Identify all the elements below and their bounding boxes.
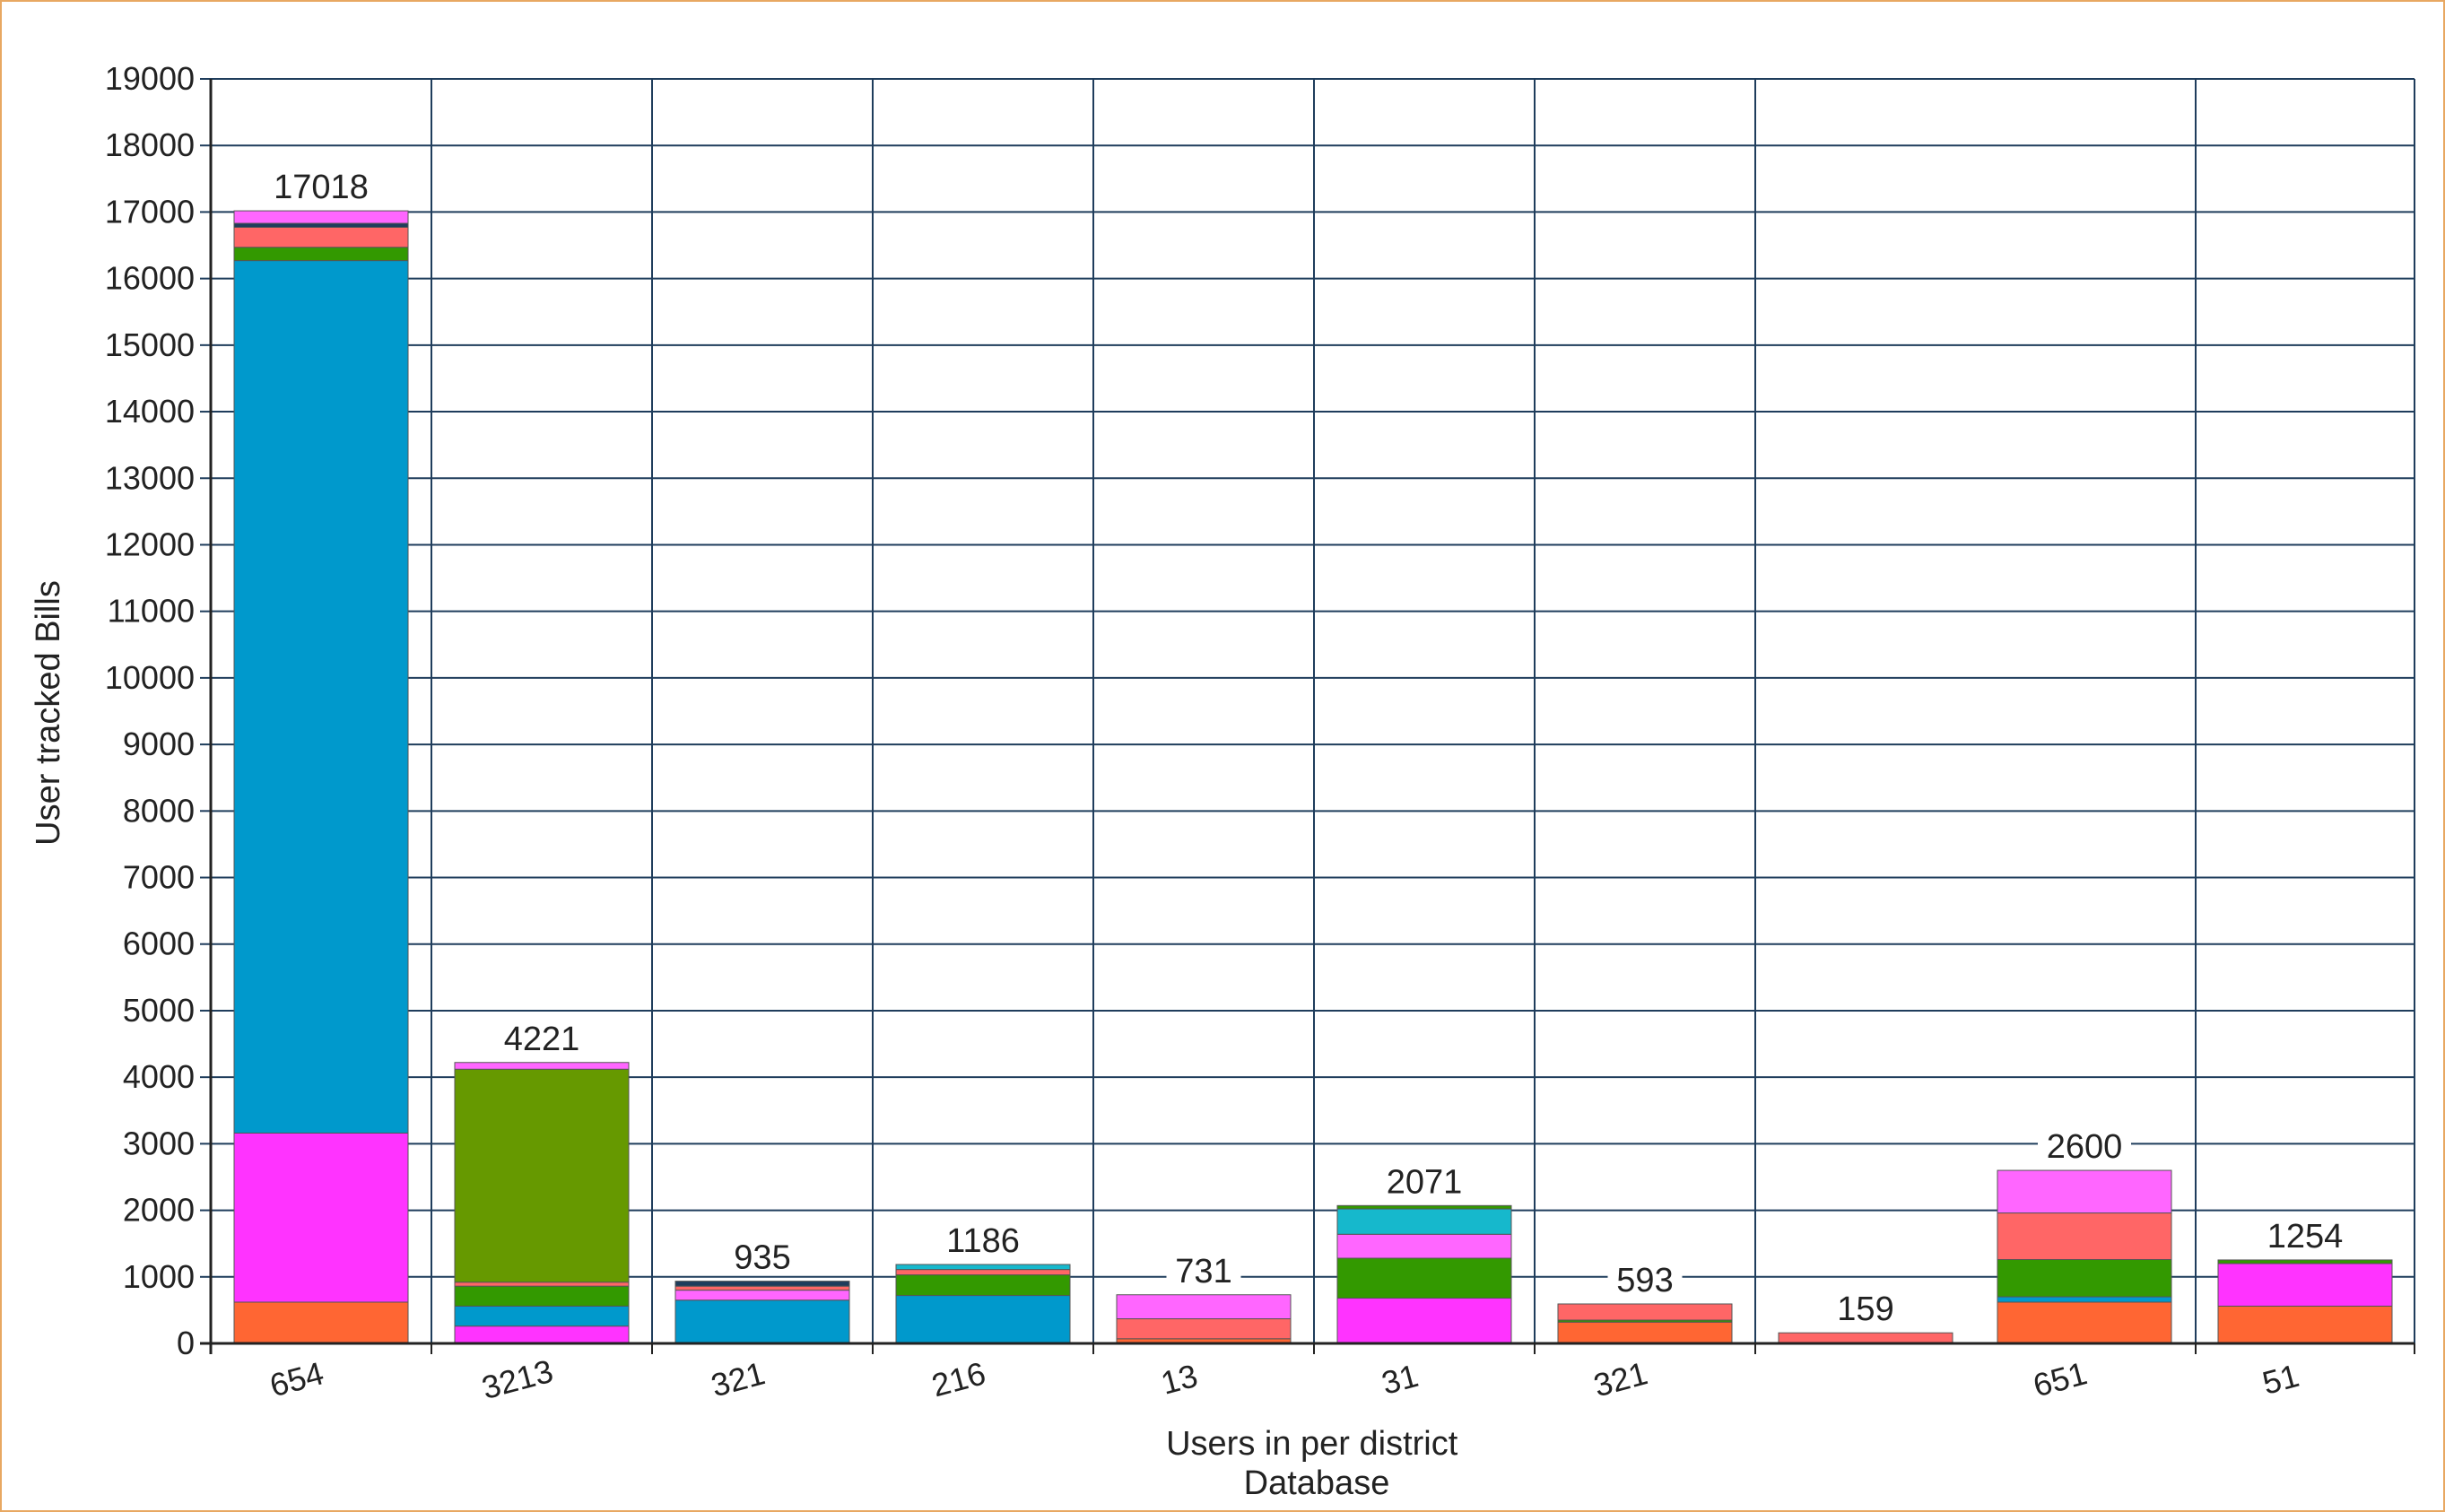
bar-segment <box>1557 1321 1733 1344</box>
y-tick-label: 13000 <box>105 459 195 496</box>
bar-segment <box>233 210 409 224</box>
total-label-bg <box>1607 1260 1683 1297</box>
axes <box>200 78 2415 1354</box>
x-tick-label: 321 <box>1589 1354 1651 1403</box>
y-tick-label: 16000 <box>105 260 195 297</box>
bar-segment <box>454 1305 630 1327</box>
bar-segment <box>1997 1296 2172 1303</box>
bar-segment <box>1997 1258 2172 1298</box>
x-axis-title-line-2: Database <box>1244 1464 1390 1502</box>
bar-segment <box>674 1299 850 1344</box>
y-axis-title: User tracked Bills <box>30 580 67 846</box>
x-axis-title: Users in per district Database <box>1166 1425 1467 1502</box>
bar-segment <box>1997 1169 2172 1214</box>
bar-segment <box>1116 1294 1292 1320</box>
bar-segment <box>2217 1263 2393 1307</box>
bar-total-label: 731 <box>1175 1253 1231 1290</box>
bar-segment <box>454 1285 630 1307</box>
x-tick-label: 31 <box>1378 1357 1422 1402</box>
bar-segment <box>233 260 409 1134</box>
y-tick-label: 12000 <box>105 526 195 562</box>
bars <box>233 210 2393 1344</box>
bar-segment <box>454 1325 630 1344</box>
x-tick-label: 651 <box>2029 1354 2091 1403</box>
y-tick-label: 8000 <box>123 792 195 829</box>
bar-segment <box>454 1282 630 1287</box>
bar-segment <box>454 1062 630 1070</box>
bar-segment <box>1336 1257 1512 1299</box>
bar-total-label: 1186 <box>946 1222 1020 1260</box>
y-tick-label: 5000 <box>123 992 195 1029</box>
y-tick-label: 17000 <box>105 193 195 230</box>
bar-segment <box>2217 1305 2393 1344</box>
bar-segment <box>1997 1301 2172 1344</box>
bar-segment <box>233 226 409 248</box>
bar-segment <box>1557 1303 1733 1321</box>
y-tick-label: 2000 <box>123 1192 195 1229</box>
total-label-bg <box>936 1221 1030 1257</box>
bar-total-label: 1254 <box>2267 1218 2344 1256</box>
bar-segment <box>895 1295 1071 1344</box>
x-tick-label: 216 <box>927 1354 989 1403</box>
y-tick-label: 14000 <box>105 393 195 430</box>
x-tick-label: 654 <box>265 1354 327 1403</box>
bar-segment <box>1336 1204 1512 1210</box>
bar-segment <box>233 1301 409 1344</box>
bar-segment <box>1116 1318 1292 1340</box>
y-tick-label: 18000 <box>105 126 195 163</box>
total-label-bg <box>2258 1216 2352 1253</box>
y-tick-label: 15000 <box>105 326 195 363</box>
bar-total-label: 4221 <box>504 1021 580 1058</box>
bar-segment <box>1336 1233 1512 1259</box>
y-tick-label: 7000 <box>123 859 195 896</box>
total-label-bg <box>495 1019 588 1056</box>
bar-total-label: 2600 <box>2047 1128 2123 1166</box>
total-label-bg <box>1828 1290 1903 1326</box>
total-label-bg <box>725 1238 800 1274</box>
bar-segment <box>895 1264 1071 1271</box>
y-tick-label: 0 <box>177 1325 195 1361</box>
y-tick-label: 11000 <box>108 593 195 630</box>
total-label-bg <box>2038 1127 2131 1164</box>
bar-segment <box>1997 1212 2172 1260</box>
bar-total-label: 935 <box>734 1239 790 1277</box>
total-label-bg <box>1378 1162 1471 1199</box>
y-tick-label: 1000 <box>123 1258 195 1295</box>
x-tick-label: 3213 <box>478 1352 557 1406</box>
bar-segment <box>1336 1298 1512 1344</box>
x-axis-title-line-1: Users in per district <box>1166 1425 1458 1463</box>
total-label-bg <box>1166 1251 1241 1288</box>
x-tick-label: 51 <box>2258 1357 2302 1402</box>
y-tick-label: 10000 <box>105 659 195 696</box>
bar-segment <box>674 1281 850 1287</box>
bar-segment <box>895 1269 1071 1276</box>
bar-total-label: 17018 <box>274 169 369 206</box>
y-tick-label: 3000 <box>123 1125 195 1161</box>
bar-segment <box>2217 1259 2393 1264</box>
x-tick-label: 321 <box>707 1354 769 1403</box>
bar-segment <box>233 247 409 262</box>
bar-segment <box>1778 1332 1953 1344</box>
total-label-bg <box>265 168 378 204</box>
bar-segment <box>454 1068 630 1283</box>
bar-segment <box>233 1132 409 1303</box>
bar-segment <box>895 1274 1071 1297</box>
bar-segment <box>674 1290 850 1301</box>
bar-total-label: 593 <box>1616 1262 1673 1299</box>
bar-segment <box>233 222 409 228</box>
x-tick-label: 13 <box>1157 1357 1201 1402</box>
y-tick-label: 4000 <box>123 1058 195 1095</box>
bar-segment <box>1336 1208 1512 1235</box>
bar-total-label: 2071 <box>1387 1163 1463 1201</box>
labels: 0 1000 2000 3000 4000 5000 6000 7000 8000 9000 100… <box>105 60 2352 1406</box>
y-tick-label: 19000 <box>105 60 195 97</box>
bar-total-label: 159 <box>1837 1290 1893 1328</box>
bar-segment <box>674 1285 850 1291</box>
y-tick-label: 6000 <box>123 925 195 962</box>
y-tick-label: 9000 <box>123 726 195 762</box>
